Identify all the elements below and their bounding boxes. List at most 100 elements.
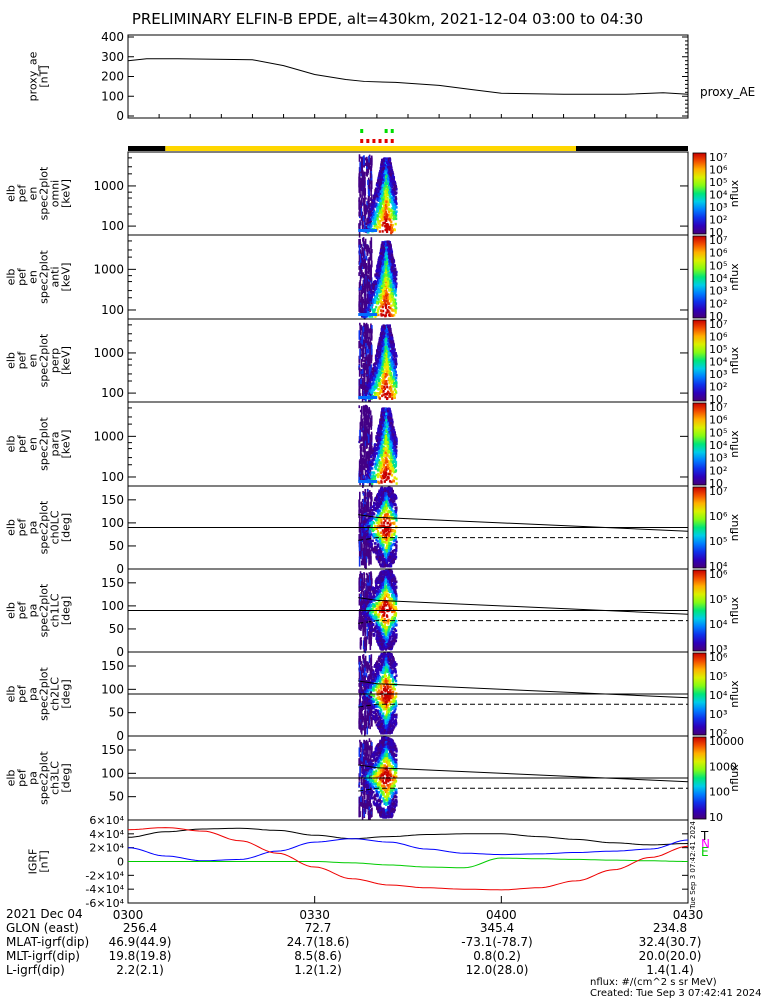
heatmap-cell [361,184,363,192]
heatmap-cell [361,283,364,295]
heatmap-cell [378,459,381,462]
heatmap-cell [394,393,397,396]
colorbar-tick-label: 10² [709,381,727,394]
heatmap-cell [386,182,389,185]
heatmap-cell [380,214,383,217]
heatmap-cell [379,205,383,209]
heatmap-cell [363,322,365,328]
heatmap-cell [375,369,378,372]
heatmap-cell [360,306,362,316]
heatmap-cell [385,262,388,266]
heatmap-cell [368,342,370,350]
heatmap-cell [384,216,387,219]
heatmap-cell [387,268,390,272]
heatmap-cell [378,382,381,385]
heatmap-cell [376,198,379,201]
heatmap-cell [377,344,380,348]
heatmap-cell [368,464,372,468]
heatmap-cell [393,436,396,440]
heatmap-cell [381,365,385,368]
heatmap-cell [389,429,392,433]
heatmap-cell [389,293,392,297]
colorbar-tick-label: 10⁷ [709,234,727,247]
heatmap-cell [394,195,397,199]
heatmap-cell [367,268,370,275]
heatmap-cell [371,260,373,268]
heatmap-cell [383,472,386,476]
heatmap-cell [379,181,382,184]
heatmap-cell [386,198,389,201]
heatmap-cell [394,222,397,226]
heatmap-cell [384,314,388,317]
heatmap-cell [390,393,394,397]
heatmap-cell [389,389,393,392]
heatmap-cell [372,286,375,290]
heatmap-cell [386,258,389,262]
heatmap-cell [390,359,393,363]
heatmap-cell [362,197,365,204]
heatmap-cell [359,307,361,312]
heatmap-cell [389,197,392,201]
colorbar-label: nflux [728,346,741,374]
heatmap-cell [364,441,366,452]
heatmap-cell [384,305,388,308]
heatmap-cell [383,332,386,335]
heatmap-cell [386,385,389,389]
heatmap-cell [382,362,385,366]
heatmap-cell [388,432,391,436]
heatmap-cell [382,250,386,253]
heatmap-cell [361,463,364,475]
heatmap-cell [386,176,390,180]
heatmap-cell [380,254,383,257]
heatmap-cell [395,440,398,444]
heatmap-cell [391,294,394,298]
heatmap-cell [385,246,388,250]
heatmap-cell [391,202,394,205]
heatmap-cell [363,370,365,378]
heatmap-cell [389,376,393,380]
heatmap-cell [362,237,364,242]
heatmap-cell [377,352,381,355]
heatmap-cell [371,370,374,373]
heatmap-cell [362,279,365,285]
heatmap-cell [384,273,387,277]
heatmap-cell [386,203,389,207]
heatmap-cell [382,393,385,396]
heatmap-cell [363,189,365,196]
heatmap-cell [375,190,378,193]
heatmap-cell [389,244,392,247]
heatmap-cell [367,310,370,314]
heatmap-cell [370,364,372,374]
heatmap-cell [359,422,362,429]
heatmap-cell [384,191,387,194]
heatmap-cell [391,378,394,381]
heatmap-cell [388,180,391,183]
heatmap-cell [386,369,389,373]
heatmap-cell [377,193,380,196]
heatmap-cell [358,197,360,202]
heatmap-cell [384,363,387,366]
colorbar-tick-label: 10² [709,297,727,310]
heatmap-cell [386,357,389,360]
heatmap-cell [390,209,393,212]
heatmap-cell [365,364,368,369]
heatmap-cell [387,191,391,194]
heatmap-cell [366,464,368,469]
heatmap-cell [389,251,393,255]
colorbar-tick-label: 10³ [709,368,727,381]
heatmap-cell [374,383,377,386]
heatmap-cell [372,213,375,216]
heatmap-cell [367,357,369,362]
heatmap-cell [370,323,372,328]
heatmap-cell [377,291,380,294]
heatmap-cell [366,218,369,221]
heatmap-cell [383,255,386,259]
heatmap-cell [375,294,378,297]
heatmap-cell [389,245,392,249]
heatmap-cell [371,389,374,392]
heatmap-cell [382,293,386,297]
heatmap-cell [375,349,379,352]
heatmap-cell [389,330,392,333]
heatmap-cell [384,427,387,431]
